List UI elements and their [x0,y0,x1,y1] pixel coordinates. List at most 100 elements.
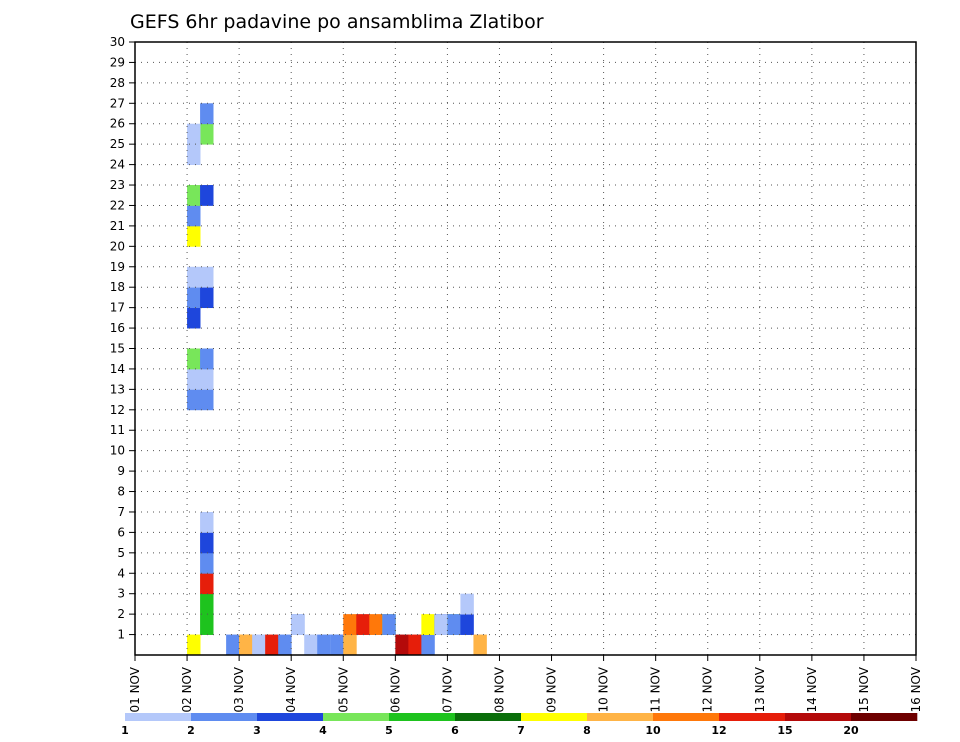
heatmap-cell [200,593,214,615]
y-tick-label: 30 [110,35,125,49]
colorbar-swatch [323,713,390,721]
heatmap-cell [187,205,201,227]
y-tick-label: 11 [110,423,125,437]
heatmap-cell [187,634,201,656]
heatmap-cell [265,634,279,656]
colorbar-label: 3 [253,724,261,737]
x-tick-label: 01 NOV [128,666,142,712]
heatmap-cells [187,103,487,656]
colorbar-swatch [257,713,324,721]
heatmap-cell [356,614,370,635]
colorbar-swatch [587,713,654,721]
heatmap-cell [291,614,305,635]
x-tick-label: 09 NOV [545,666,559,712]
colorbar-swatch [521,713,588,721]
y-tick-label: 18 [110,280,125,294]
y-tick-label: 26 [110,117,125,131]
x-tick-label: 11 NOV [649,666,663,712]
heatmap-cell [343,614,357,635]
heatmap-cell [200,368,214,390]
grid-lines [134,41,917,655]
x-tick-label: 10 NOV [597,666,611,712]
heatmap-cell [187,287,201,309]
x-tick-label: 13 NOV [753,666,767,712]
colorbar-label: 20 [843,724,859,737]
x-tick-label: 06 NOV [388,666,402,712]
heatmap-cell [382,614,396,635]
y-tick-label: 7 [117,505,125,519]
heatmap-cell [447,614,461,635]
y-tick-label: 28 [110,76,125,90]
chart-title: GEFS 6hr padavine po ansamblima Zlatibor [130,11,544,33]
y-tick-label: 8 [117,485,125,499]
heatmap-cell [330,634,344,656]
y-tick-label: 25 [110,137,125,151]
colorbar-label: 5 [385,724,393,737]
y-tick-label: 17 [110,301,125,315]
x-tick-label: 05 NOV [336,666,350,712]
x-tick-label: 07 NOV [440,666,454,712]
heatmap-cell [460,593,474,615]
y-tick-label: 10 [110,444,125,458]
heatmap-cell [395,634,409,656]
heatmap-cell [460,614,474,635]
colorbar: 1 2 3 4 5 6 7 8 10 12 15 20 [121,713,918,737]
heatmap-cell [421,634,435,656]
colorbar-label: 7 [517,724,525,737]
heatmap-cell [187,225,201,247]
y-tick-label: 19 [110,260,125,274]
colorbar-swatch [851,713,918,721]
colorbar-label: 2 [187,724,195,737]
y-tick-label: 12 [110,403,125,417]
heatmap-cell [187,144,201,165]
y-tick-label: 14 [110,362,125,376]
heatmap-cell [473,634,487,656]
x-tick-label: 03 NOV [232,666,246,712]
colorbar-swatch [785,713,852,721]
heatmap-cell [200,614,214,635]
x-tick-label: 16 NOV [909,666,923,712]
y-tick-label: 27 [110,96,125,110]
colorbar-swatch [455,713,522,721]
y-tick-label: 13 [110,382,125,396]
y-tick-label: 5 [117,546,125,560]
heatmap-cell [200,552,214,574]
heatmap-cell [278,634,292,656]
y-axis: 1234567891011121314151617181920212223242… [110,35,135,642]
y-tick-label: 29 [110,55,125,69]
colorbar-swatch [653,713,720,721]
heatmap-cell [187,123,201,145]
y-tick-label: 6 [117,525,125,539]
heatmap-cell [200,532,214,554]
heatmap-cell [200,287,214,309]
heatmap-cell [200,266,214,288]
x-tick-label: 02 NOV [180,666,194,712]
colorbar-swatch [389,713,456,721]
heatmap-cell [252,634,266,656]
x-tick-label: 15 NOV [857,666,871,712]
y-tick-label: 3 [117,587,125,601]
y-tick-label: 1 [117,628,125,642]
heatmap-cell [239,634,253,656]
heatmap-cell [421,614,435,635]
heatmap-cell [200,185,214,206]
x-tick-label: 12 NOV [701,666,715,712]
y-tick-label: 2 [117,607,125,621]
y-tick-label: 21 [110,219,125,233]
heatmap-cell [200,511,214,533]
heatmap-cell [200,123,214,145]
heatmap-cell [369,614,383,635]
heatmap-cell [200,348,214,370]
colorbar-label: 15 [777,724,792,737]
colorbar-label: 8 [583,724,591,737]
heatmap-cell [343,634,357,656]
heatmap-cell [187,348,201,370]
heatmap-cell [187,266,201,288]
y-tick-label: 9 [117,464,125,478]
colorbar-swatch [125,713,192,721]
y-tick-label: 22 [110,198,125,212]
colorbar-label: 4 [319,724,327,737]
y-tick-label: 16 [110,321,125,335]
y-tick-label: 20 [110,239,125,253]
